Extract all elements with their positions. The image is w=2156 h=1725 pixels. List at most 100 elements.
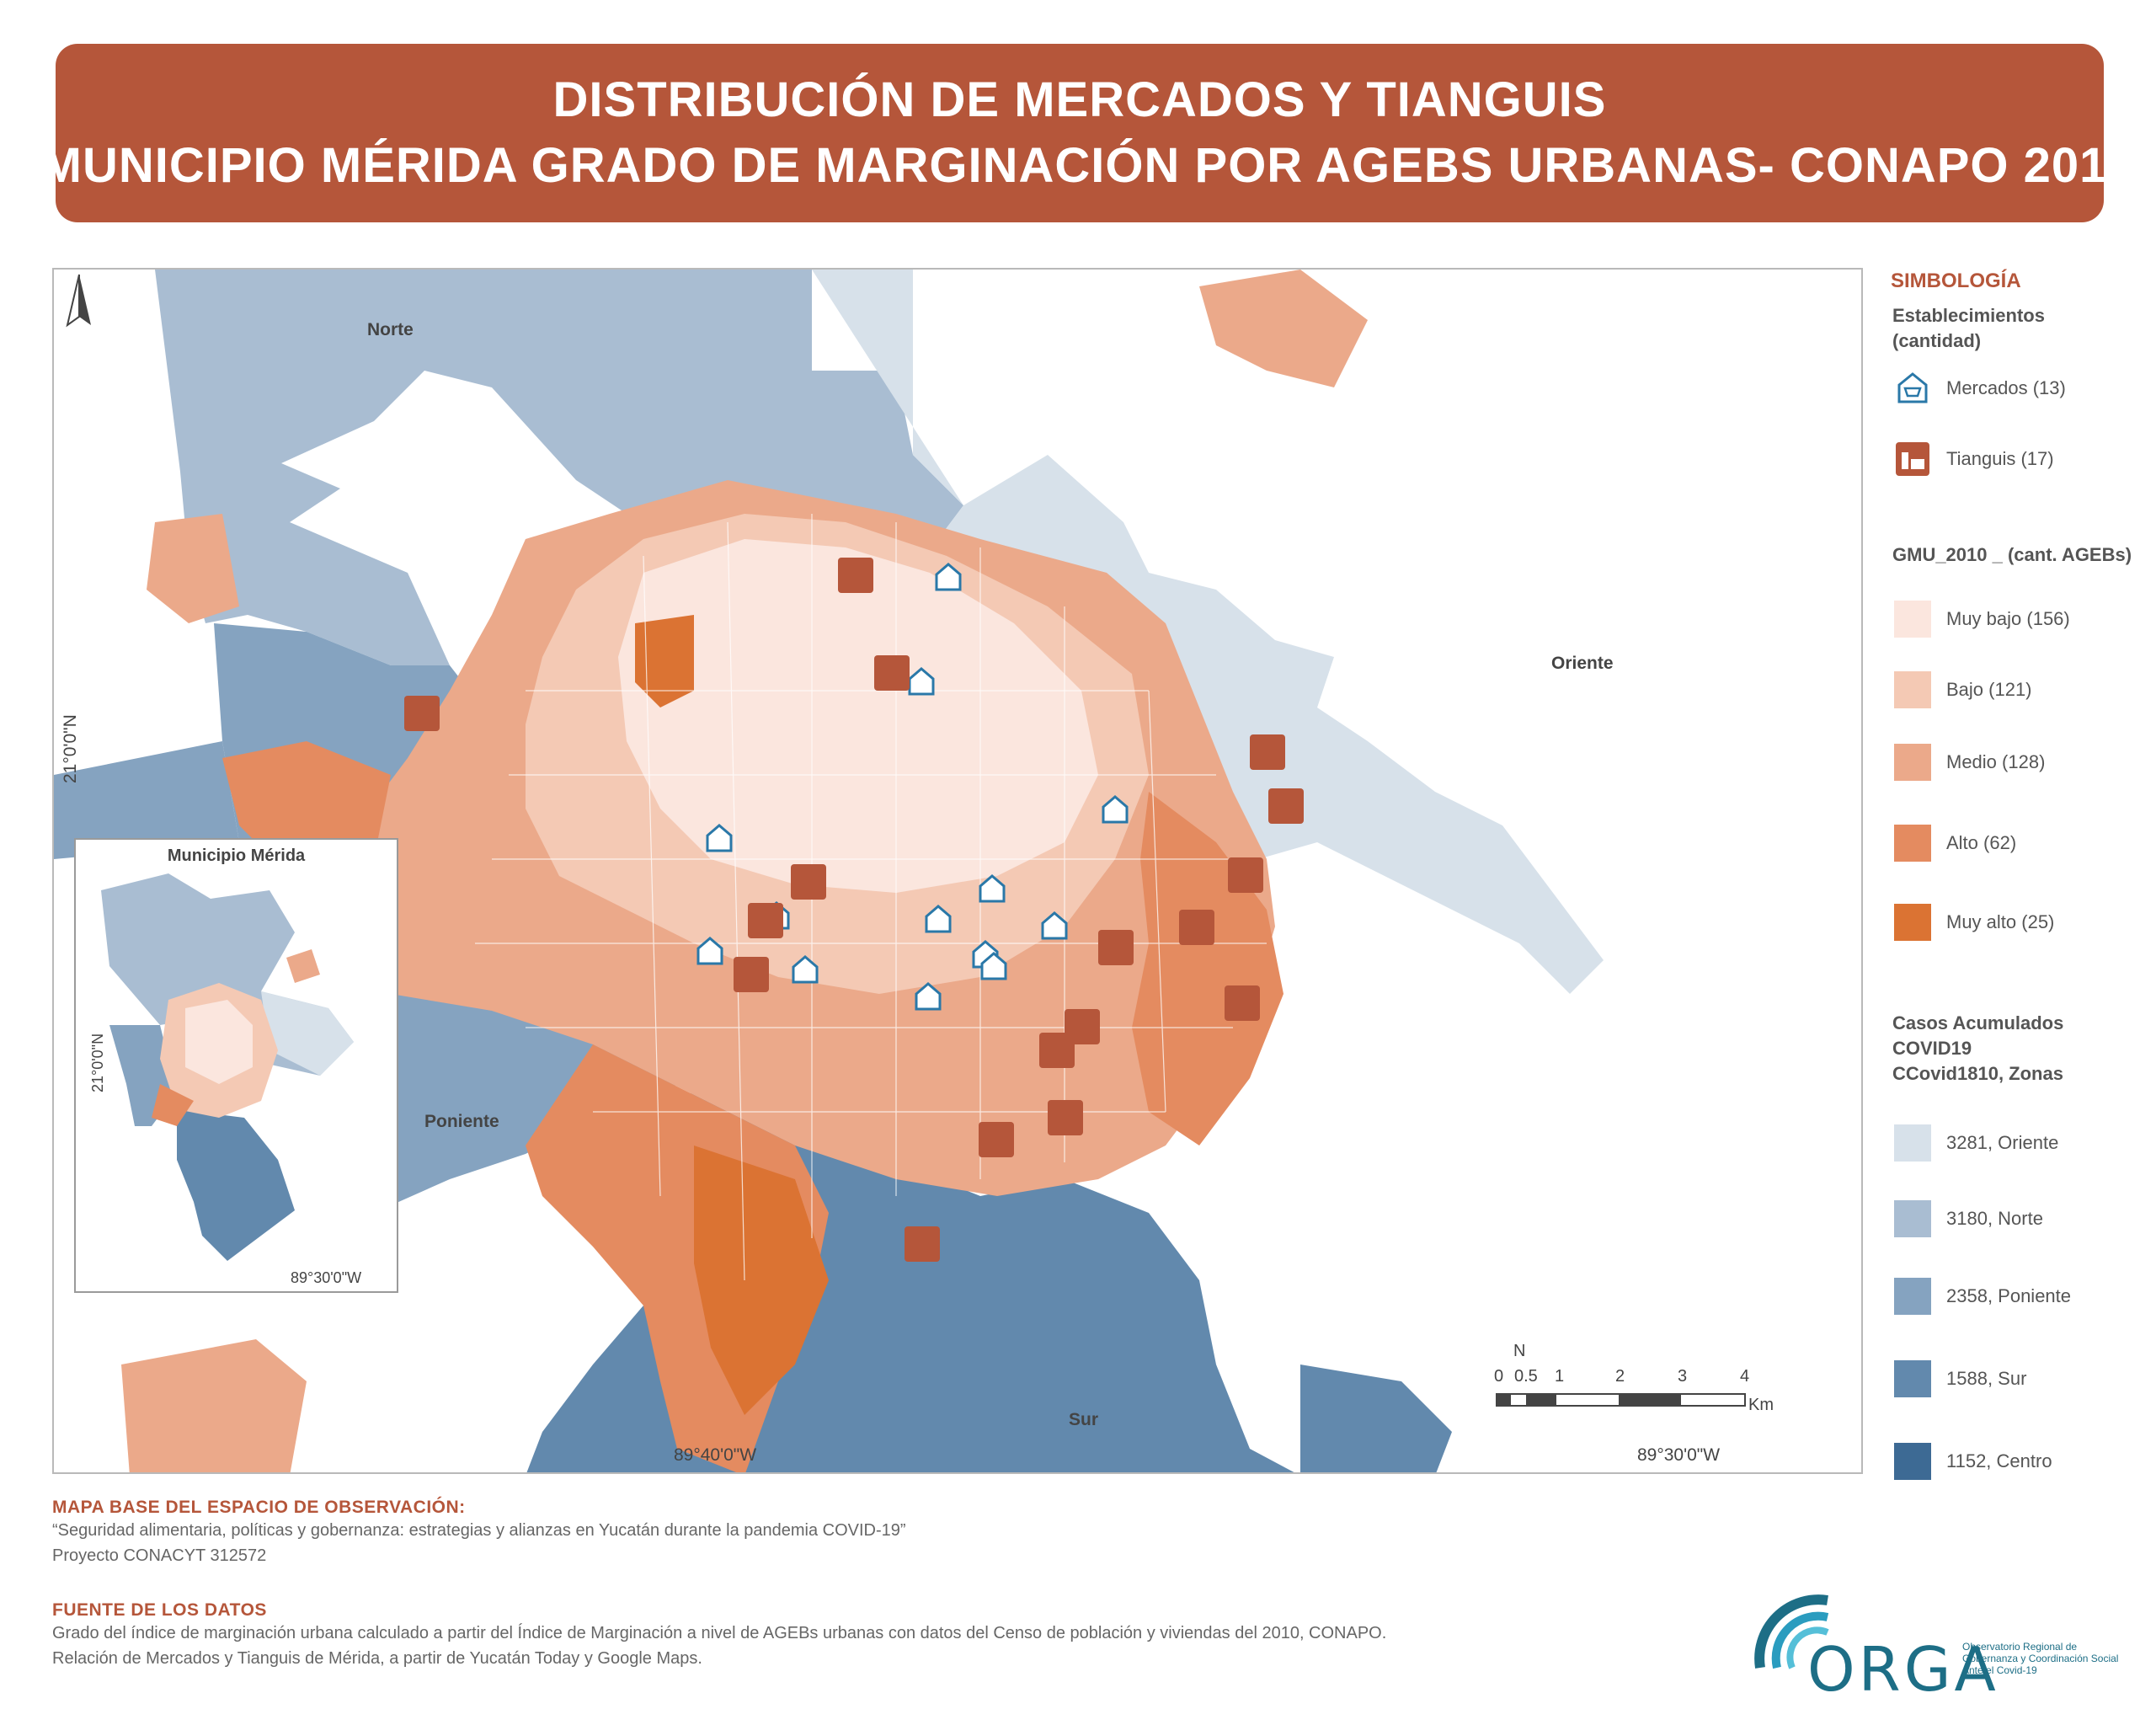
outlier-sw — [121, 1339, 307, 1472]
market-marker — [792, 955, 819, 984]
footer-base: MAPA BASE DEL ESPACIO DE OBSERVACIÓN: “S… — [52, 1498, 906, 1568]
north-arrow-icon — [66, 274, 91, 328]
legend-establecimientos-title: Establecimientos (cantidad) — [1892, 305, 2045, 351]
tianguis-marker — [838, 558, 873, 593]
scale-tick-3: 3 — [1678, 1367, 1688, 1386]
footer-source-line-1: Grado del índice de marginación urbana c… — [52, 1624, 1387, 1642]
map-frame[interactable]: Norte Oriente Poniente Sur 21°0'0"N 89°4… — [52, 268, 1863, 1474]
scale-tick-2: 2 — [1615, 1367, 1625, 1386]
scale-tick-4: 4 — [1740, 1367, 1750, 1386]
market-marker — [1041, 911, 1068, 940]
swatch-poniente — [1894, 1278, 1931, 1315]
scale-bar-graphic — [1496, 1393, 1746, 1407]
market-marker — [696, 937, 723, 965]
tianguis-marker — [1250, 734, 1285, 770]
scale-unit: Km — [1748, 1396, 1774, 1414]
legend-covid-subtitle: CCovid1810, Zonas — [1892, 1063, 2063, 1084]
zone-label-oriente: Oriente — [1551, 654, 1614, 673]
zone-label-poniente: Poniente — [424, 1112, 499, 1131]
swatch-sur — [1894, 1360, 1931, 1397]
tianguis-marker — [748, 903, 783, 938]
legend-label-poniente: 2358, Poniente — [1946, 1285, 2072, 1306]
scale-tick-0: 0 — [1494, 1367, 1504, 1386]
legend-label-norte: 3180, Norte — [1946, 1208, 2043, 1229]
market-marker — [1102, 795, 1129, 824]
tianguis-marker — [404, 696, 440, 731]
inset-title: Municipio Mérida — [167, 846, 306, 865]
orga-logo-desc: Observatorio Regional de Gobernanza y Co… — [1962, 1641, 2119, 1676]
tianguis-marker — [1179, 910, 1214, 945]
zone-poniente-w — [54, 741, 239, 859]
zone-label-norte: Norte — [367, 320, 414, 339]
scale-tick-05: 0.5 — [1514, 1367, 1538, 1386]
inset-coord-lon: 89°30'0"W — [291, 1269, 362, 1286]
swatch-bajo — [1894, 671, 1931, 708]
market-marker — [915, 982, 942, 1011]
legend-gmu-title: GMU_2010 _ (cant. AGEBs) — [1892, 544, 2132, 565]
market-marker — [979, 874, 1006, 903]
legend-label-sur: 1588, Sur — [1946, 1368, 2027, 1389]
coord-lon-west: 89°40'0"W — [674, 1445, 757, 1465]
tianguis-marker — [874, 655, 910, 691]
swatch-centro — [1894, 1443, 1931, 1480]
zone-sur-e — [1300, 1365, 1452, 1472]
market-marker — [925, 905, 952, 933]
market-marker — [935, 563, 962, 591]
legend-label-bajo: Bajo (121) — [1946, 679, 2032, 700]
swatch-alto — [1894, 825, 1931, 862]
legend-label-tianguis: Tianguis (17) — [1946, 448, 2054, 469]
market-icon — [1897, 372, 1928, 403]
legend-label-alto: Alto (62) — [1946, 832, 2017, 853]
legend-label-centro: 1152, Centro — [1946, 1450, 2052, 1471]
market-marker — [706, 824, 733, 852]
scale-tick-1: 1 — [1555, 1367, 1565, 1386]
urban-muybajo-core — [618, 539, 1098, 893]
coord-lon-east: 89°30'0"W — [1637, 1445, 1721, 1465]
market-markers — [696, 563, 1129, 1011]
tianguis-marker — [1228, 857, 1263, 893]
tianguis-markers — [404, 558, 1304, 1262]
map-title-line-2: -MUNICIPIO MÉRIDA GRADO DE MARGINACIÓN P… — [24, 138, 2136, 193]
outlier-ne — [1199, 270, 1368, 387]
legend-heading: SIMBOLOGÍA — [1891, 270, 2021, 292]
tianguis-marker — [1268, 788, 1304, 824]
footer-source: FUENTE DE LOS DATOS Grado del índice de … — [52, 1600, 1386, 1671]
tianguis-marker — [905, 1226, 940, 1262]
tianguis-marker — [734, 957, 769, 992]
tianguis-marker — [1098, 930, 1134, 965]
urban-muyalto-south — [694, 1146, 829, 1415]
footer-base-line-1: “Seguridad alimentaria, políticas y gobe… — [52, 1521, 906, 1540]
title-banner: DISTRIBUCIÓN DE MERCADOS Y TIANGUIS -MUN… — [24, 44, 2135, 222]
legend-item-muy-alto: Muy alto (25) — [1894, 901, 2054, 943]
legend-item-medio: Medio (128) — [1894, 741, 2045, 783]
map-title-line-1: DISTRIBUCIÓN DE MERCADOS Y TIANGUIS — [552, 72, 1607, 127]
legend-item-muy-bajo: Muy bajo (156) — [1894, 598, 2070, 640]
coord-lat-left: 21°0'0"N — [61, 714, 80, 783]
tianguis-marker — [1039, 1033, 1075, 1068]
north-label: N — [1513, 1342, 1526, 1360]
legend-covid-title: Casos Acumulados COVID19 — [1892, 1012, 2064, 1059]
swatch-medio — [1894, 744, 1931, 781]
tianguis-marker — [979, 1122, 1014, 1157]
footer-base-line-2: Proyecto CONACYT 312572 — [52, 1546, 267, 1565]
legend-label-oriente: 3281, Oriente — [1946, 1132, 2059, 1153]
market-marker — [908, 667, 935, 696]
inset-map: Municipio Mérida 21°0'0"N 89°30'0"W — [74, 838, 398, 1293]
legend-item-poniente: 2358, Poniente — [1894, 1275, 2071, 1317]
swatch-norte — [1894, 1200, 1931, 1237]
market-marker — [980, 952, 1007, 980]
choropleth-map[interactable] — [54, 270, 1863, 1474]
ageb-boundaries — [475, 514, 1267, 1281]
zone-oriente — [812, 270, 1604, 994]
zone-label-sur: Sur — [1069, 1410, 1099, 1429]
legend-label-muy-alto: Muy alto (25) — [1946, 911, 2055, 932]
tianguis-icon — [1896, 442, 1929, 476]
legend-item-mercados: Mercados (13) — [1894, 367, 2066, 409]
orga-logo: ORGA Observatorio Regional de Gobernanza… — [1743, 1583, 2131, 1705]
swatch-oriente — [1894, 1124, 1931, 1162]
legend-item-bajo: Bajo (121) — [1894, 669, 2032, 711]
swatch-muy-alto — [1894, 904, 1931, 941]
legend-label-muy-bajo: Muy bajo (156) — [1946, 608, 2070, 629]
footer-source-heading: FUENTE DE LOS DATOS — [52, 1600, 267, 1620]
footer-base-heading: MAPA BASE DEL ESPACIO DE OBSERVACIÓN: — [52, 1498, 466, 1517]
